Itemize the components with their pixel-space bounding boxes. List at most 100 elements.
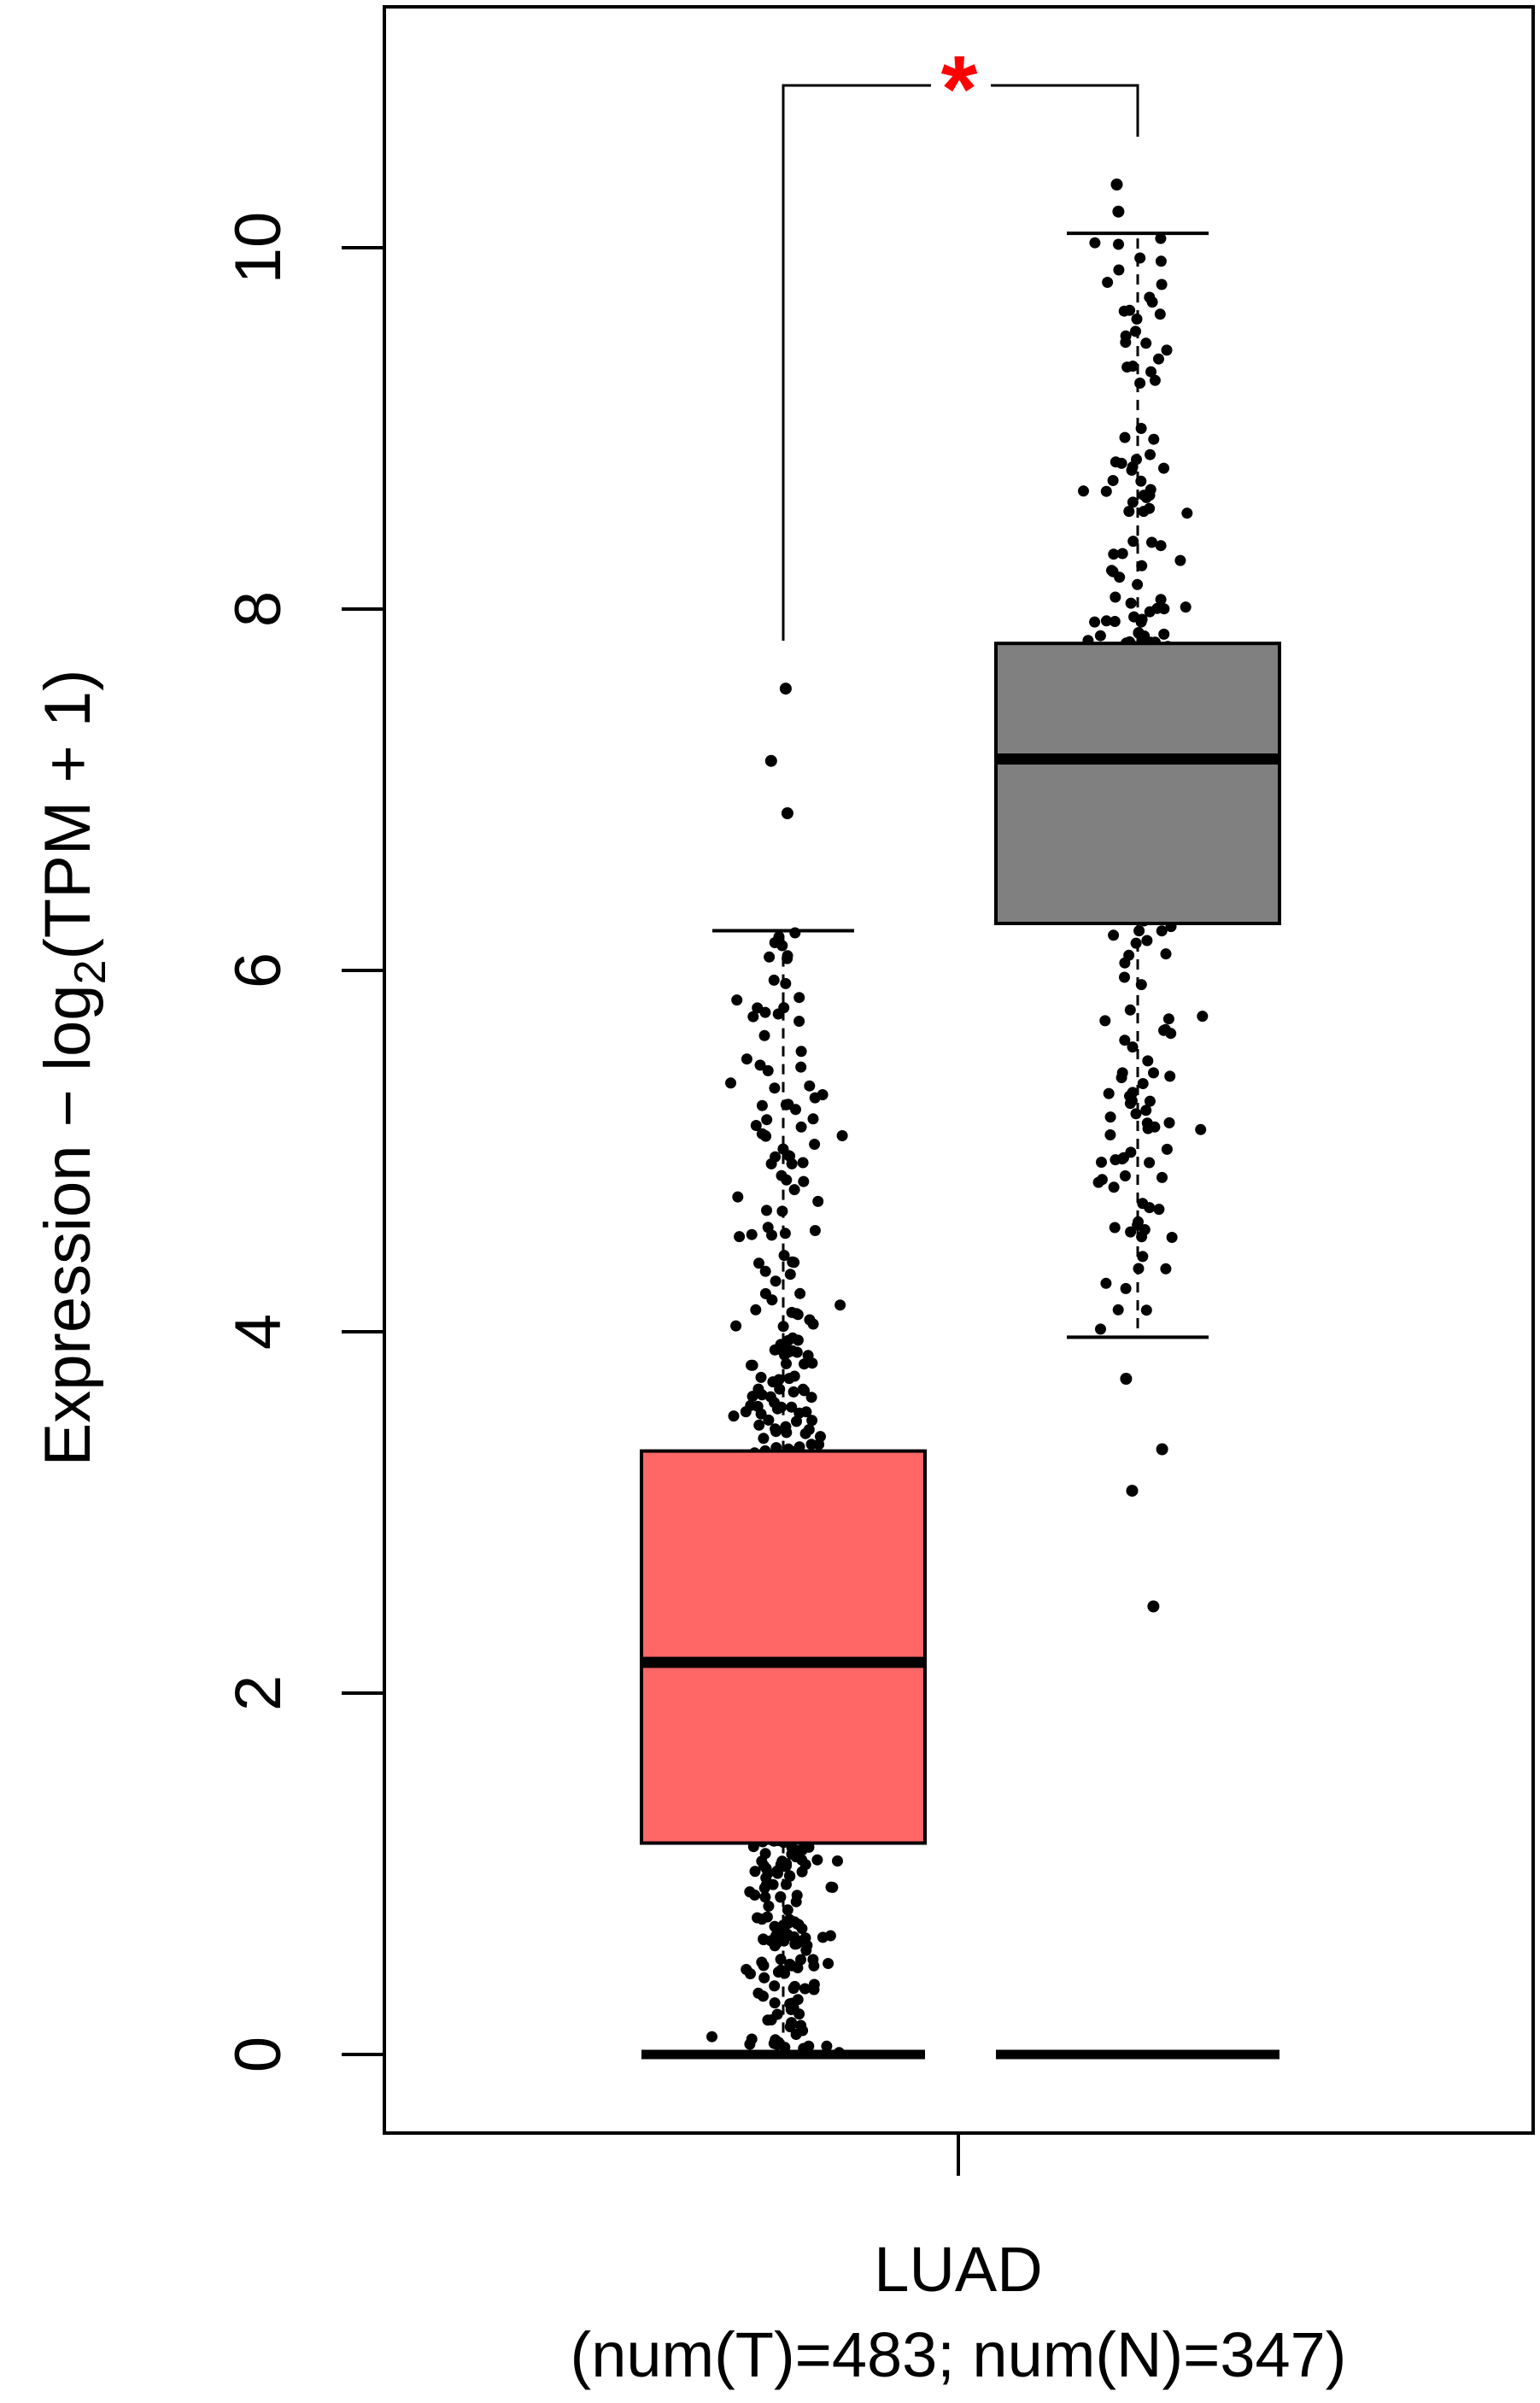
data-point — [746, 1228, 758, 1240]
data-point — [1089, 237, 1101, 249]
y-axis-label-tail: (TPM + 1) — [32, 670, 104, 960]
data-point — [1144, 1157, 1156, 1169]
data-point — [791, 1918, 803, 1930]
data-point — [734, 1231, 746, 1243]
data-point — [740, 1406, 752, 1418]
data-point — [771, 1865, 783, 1877]
data-point — [1151, 602, 1163, 614]
data-point — [763, 1900, 775, 1912]
data-point — [758, 1029, 770, 1041]
data-point — [753, 1419, 765, 1431]
data-point — [787, 1345, 799, 1357]
data-point — [1078, 485, 1089, 497]
data-point — [793, 1016, 805, 1027]
data-point — [805, 1439, 817, 1451]
data-point — [1146, 296, 1158, 308]
data-point — [752, 1002, 764, 1014]
data-point — [756, 1389, 768, 1401]
y-tick-label: 10 — [222, 212, 295, 284]
data-point — [791, 1844, 803, 1856]
data-point — [752, 1400, 764, 1412]
outlier-point — [1110, 179, 1123, 190]
data-point — [1144, 502, 1156, 514]
data-point — [762, 1867, 774, 1879]
data-point — [786, 1306, 798, 1318]
data-point — [789, 927, 801, 939]
data-point — [1130, 1108, 1142, 1120]
data-point — [792, 1962, 804, 1973]
data-point — [1145, 366, 1156, 378]
data-point — [1119, 971, 1130, 983]
axis-layer: Expression − log2(TPM + 1) LUAD (num(T)=… — [32, 37, 1346, 2390]
outlier-point — [764, 754, 777, 767]
y-tick-label: 8 — [222, 591, 295, 627]
data-point — [744, 1886, 756, 1898]
data-point — [759, 1265, 771, 1277]
data-point — [777, 1143, 789, 1155]
data-point — [746, 1359, 757, 1371]
data-point — [1100, 1277, 1112, 1289]
data-point — [730, 1320, 742, 1332]
data-point — [1148, 1067, 1159, 1079]
data-point — [797, 1383, 809, 1395]
data-point — [1165, 1028, 1177, 1040]
y-axis-label: Expression − log2(TPM + 1) — [32, 670, 115, 1467]
y-tick-label: 6 — [222, 952, 295, 988]
data-point — [832, 1855, 843, 1867]
data-point — [1145, 448, 1156, 460]
outlier-point — [1147, 1600, 1160, 1613]
data-point — [1125, 1226, 1137, 1238]
outlier-point — [1120, 1373, 1133, 1385]
data-point — [1116, 1067, 1128, 1079]
data-point — [1161, 1143, 1173, 1155]
plot-layer — [383, 5, 1535, 2135]
data-point — [786, 1997, 798, 2009]
data-point — [1113, 238, 1124, 250]
data-point — [706, 2031, 717, 2043]
data-point — [759, 1287, 771, 1299]
x-group-label: LUAD — [874, 2234, 1042, 2305]
data-point — [750, 1304, 762, 1316]
data-point — [1134, 252, 1146, 264]
data-point — [778, 1250, 790, 1262]
data-point — [1164, 1070, 1176, 1082]
data-point — [1133, 925, 1145, 937]
data-point — [806, 1415, 818, 1427]
data-point — [1133, 627, 1145, 639]
data-point — [732, 1191, 744, 1203]
data-point — [777, 1321, 789, 1333]
data-point — [797, 1157, 809, 1169]
data-point — [758, 1934, 770, 1946]
data-point — [1197, 1011, 1209, 1023]
data-point — [797, 2025, 809, 2037]
data-point — [1174, 554, 1186, 566]
data-point — [770, 1930, 782, 1942]
data-point — [795, 1046, 807, 1058]
data-point — [725, 1077, 736, 1089]
data-point — [1125, 597, 1137, 609]
data-point — [1115, 457, 1127, 469]
data-point — [1108, 1181, 1120, 1193]
data-point — [1096, 1174, 1108, 1186]
data-point — [761, 1204, 772, 1216]
data-point — [770, 1937, 782, 1949]
data-point — [755, 1371, 767, 1383]
data-point — [799, 1983, 811, 1995]
data-point — [759, 1891, 771, 1903]
data-point — [773, 931, 785, 943]
data-point — [789, 1980, 800, 1992]
data-point — [1156, 925, 1168, 937]
data-point — [1110, 591, 1121, 603]
data-point — [1100, 485, 1112, 497]
data-point — [773, 1374, 785, 1386]
significance-bracket-right — [991, 84, 1139, 137]
data-point — [1162, 1013, 1174, 1025]
data-point — [750, 1120, 762, 1131]
data-point — [1136, 613, 1148, 625]
data-point — [741, 1053, 752, 1065]
data-point — [746, 2033, 758, 2045]
data-point — [824, 1930, 836, 1942]
data-point — [799, 1358, 810, 1370]
data-point — [1166, 1232, 1178, 1243]
data-point — [804, 1314, 816, 1326]
